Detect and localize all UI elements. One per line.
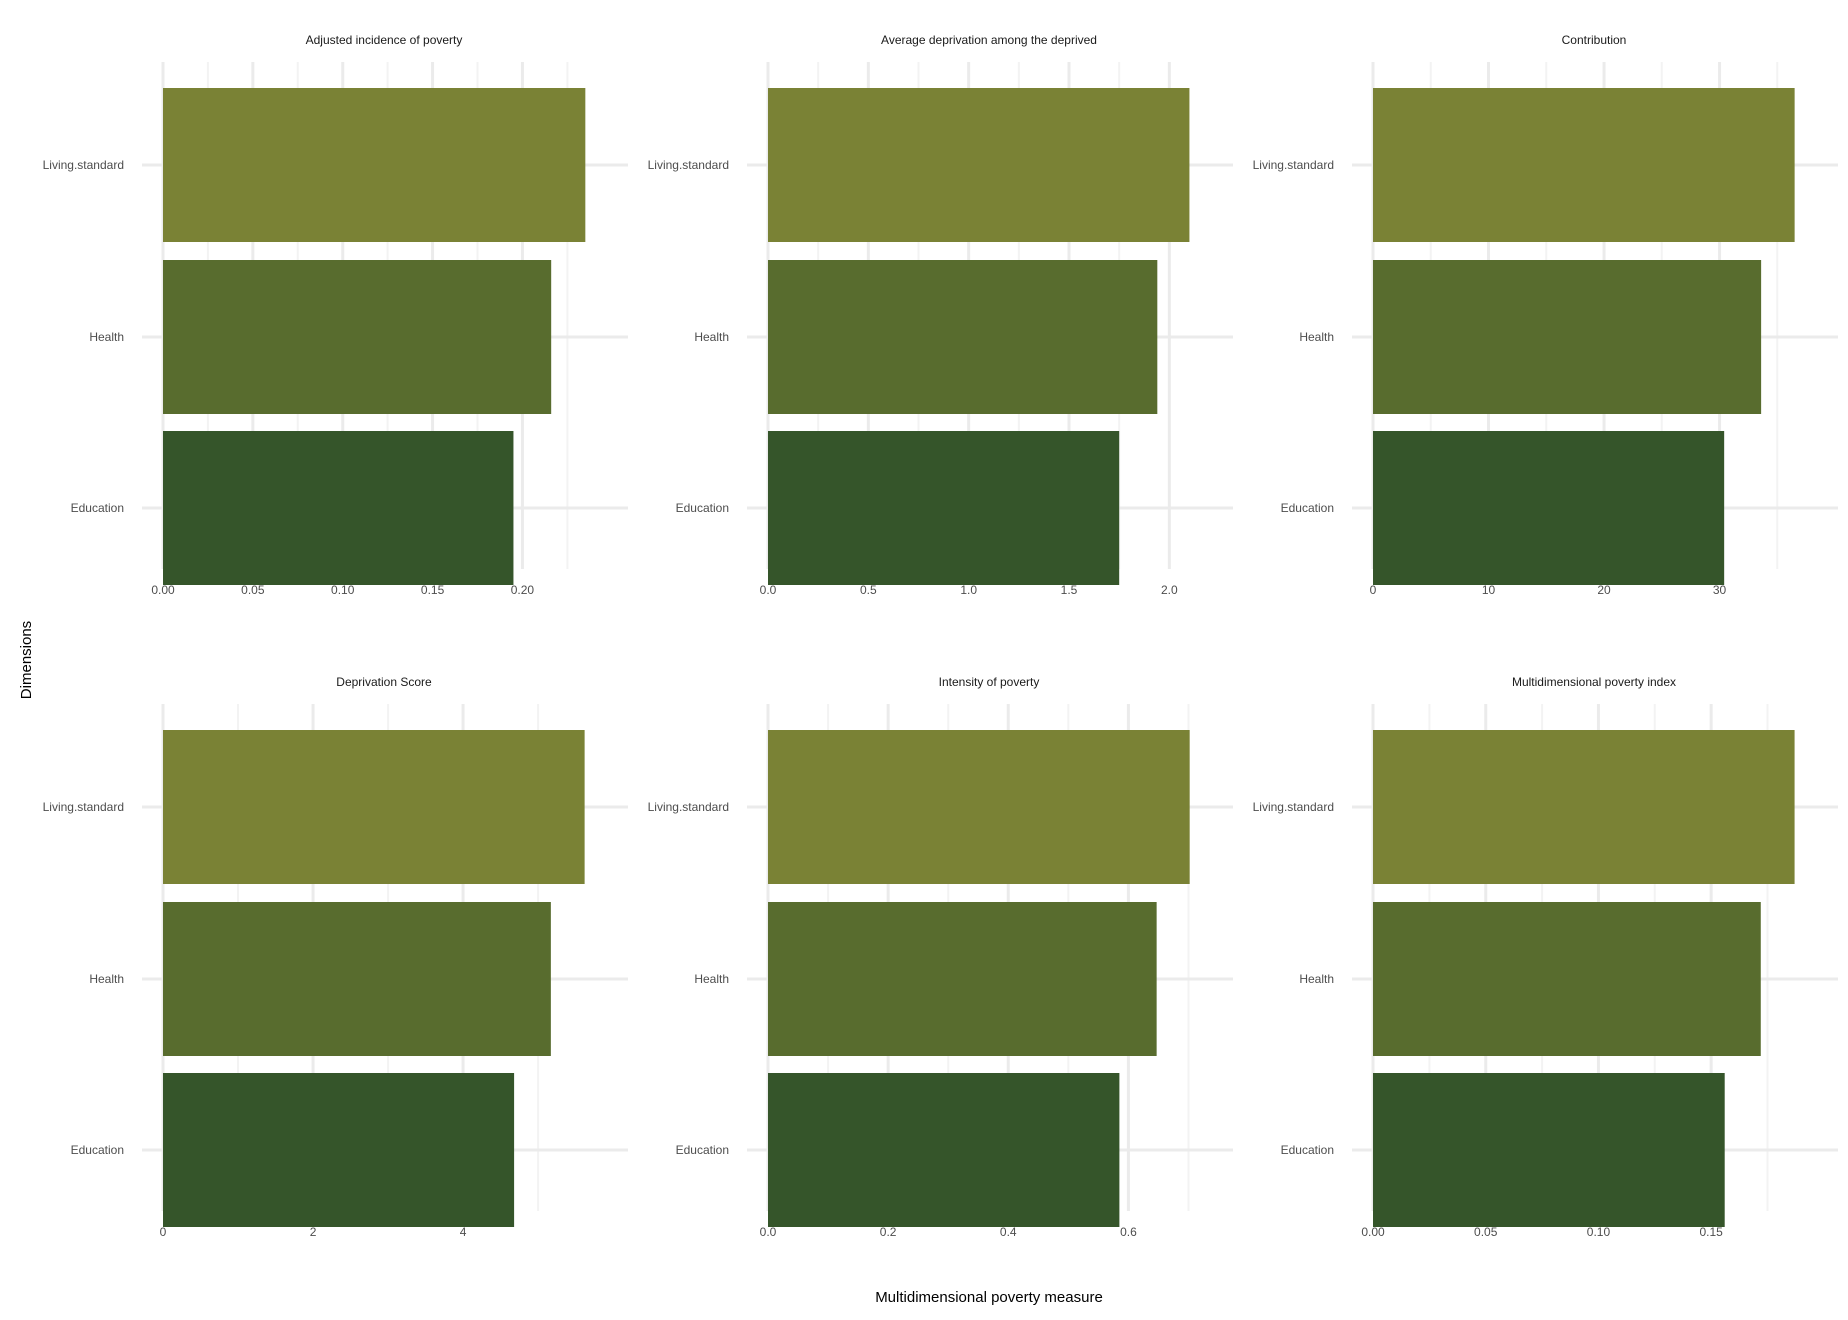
bar-education (163, 431, 514, 585)
x-tick-label: 20 (1597, 583, 1611, 597)
x-tick-label: 0.15 (1699, 1225, 1723, 1239)
y-tick-label: Living.standard (43, 800, 124, 814)
x-tick-label: 0.15 (421, 583, 445, 597)
bar-living-standard (1373, 88, 1795, 242)
y-tick-label: Living.standard (648, 800, 729, 814)
facet-panel: Average deprivation among the deprived Li… (648, 33, 1233, 597)
y-tick-label: Education (71, 1143, 124, 1157)
x-tick-label: 0.10 (331, 583, 355, 597)
bar-education (1373, 431, 1725, 585)
x-tick-label: 0.00 (151, 583, 175, 597)
bar-health (768, 260, 1158, 414)
facet-title: Multidimensional poverty index (1512, 675, 1676, 689)
bar-health (768, 902, 1157, 1056)
y-tick-label: Education (1281, 501, 1334, 515)
x-tick-label: 0.00 (1361, 1225, 1385, 1239)
y-tick-label: Health (1299, 330, 1334, 344)
x-tick-label: 0.0 (760, 583, 777, 597)
y-tick-label: Health (694, 330, 729, 344)
y-tick-label: Health (89, 330, 124, 344)
bar-education (768, 1073, 1120, 1227)
x-tick-label: 0.10 (1587, 1225, 1611, 1239)
facet-panel: Intensity of poverty Living.standard Healt… (648, 675, 1233, 1239)
facet-panel: Deprivation Score Living.standard Health Ed… (43, 675, 628, 1239)
facet-title: Average deprivation among the deprived (881, 33, 1097, 47)
facet-panel: Multidimensional poverty index Living.sta… (1253, 675, 1838, 1239)
y-tick-label: Education (1281, 1143, 1334, 1157)
y-tick-label: Living.standard (1253, 158, 1334, 172)
y-tick-label: Education (71, 501, 124, 515)
y-tick-label: Education (676, 1143, 729, 1157)
bar-living-standard (768, 88, 1190, 242)
x-tick-label: 0.05 (1474, 1225, 1498, 1239)
bar-living-standard (163, 730, 585, 884)
bar-education (163, 1073, 515, 1227)
x-tick-label: 0.0 (760, 1225, 777, 1239)
bar-living-standard (768, 730, 1190, 884)
bar-health (163, 260, 552, 414)
x-tick-label: 0 (1370, 583, 1377, 597)
y-tick-label: Health (89, 972, 124, 986)
x-tick-label: 4 (460, 1225, 467, 1239)
bar-living-standard (1373, 730, 1795, 884)
bar-living-standard (163, 88, 586, 242)
x-tick-label: 0.5 (860, 583, 877, 597)
facet-title: Contribution (1562, 33, 1627, 47)
x-tick-label: 10 (1482, 583, 1496, 597)
x-tick-label: 0.6 (1120, 1225, 1137, 1239)
x-tick-label: 30 (1713, 583, 1727, 597)
facet-panels: Adjusted incidence of poverty Living.stan… (43, 33, 1838, 1239)
y-tick-label: Living.standard (1253, 800, 1334, 814)
x-axis-title: Multidimensional poverty measure (875, 1289, 1103, 1306)
x-tick-label: 1.5 (1061, 583, 1078, 597)
x-tick-label: 1.0 (960, 583, 977, 597)
facet-title: Adjusted incidence of poverty (306, 33, 463, 47)
y-tick-label: Education (676, 501, 729, 515)
x-tick-label: 0.20 (511, 583, 535, 597)
y-tick-label: Health (1299, 972, 1334, 986)
x-tick-label: 2 (310, 1225, 317, 1239)
x-tick-label: 0.05 (241, 583, 265, 597)
facet-title: Intensity of poverty (939, 675, 1040, 689)
facet-panel: Contribution Living.standard Health Educati… (1253, 33, 1838, 597)
bar-health (163, 902, 551, 1056)
bar-education (768, 431, 1120, 585)
y-tick-label: Living.standard (43, 158, 124, 172)
x-tick-label: 0.4 (1000, 1225, 1017, 1239)
x-tick-label: 2.0 (1161, 583, 1178, 597)
bar-health (1373, 260, 1762, 414)
y-tick-label: Living.standard (648, 158, 729, 172)
x-tick-label: 0 (160, 1225, 167, 1239)
y-axis-title: Dimensions (18, 621, 35, 699)
bar-education (1373, 1073, 1725, 1227)
y-tick-label: Health (694, 972, 729, 986)
x-tick-label: 0.2 (880, 1225, 897, 1239)
facet-title: Deprivation Score (336, 675, 432, 689)
facet-panel: Adjusted incidence of poverty Living.stan… (43, 33, 628, 597)
bar-health (1373, 902, 1761, 1056)
